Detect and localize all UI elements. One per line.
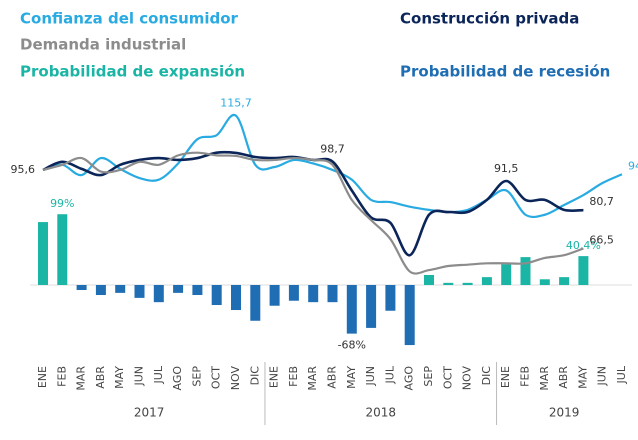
x-tick-label: ENE xyxy=(268,366,281,388)
x-tick-label: SEP xyxy=(422,366,435,387)
data-label: 94, xyxy=(628,159,638,172)
legend-entry: Confianza del consumidor xyxy=(20,10,239,28)
year-label: 2019 xyxy=(549,406,580,420)
legend-entry: Construcción privada xyxy=(400,10,579,28)
x-tick-label: ENE xyxy=(36,366,49,388)
bar xyxy=(288,285,299,301)
x-tick-label: MAR xyxy=(538,366,551,391)
x-tick-label: NOV xyxy=(229,366,242,391)
x-tick-label: ABR xyxy=(94,366,107,389)
bar xyxy=(424,274,434,285)
legend-entry: Probabilidad de expansión xyxy=(20,63,245,81)
legend-entry: Demanda industrial xyxy=(20,36,186,54)
bar xyxy=(95,285,106,296)
line xyxy=(42,113,623,219)
data-label: 115,7 xyxy=(220,97,252,110)
bar xyxy=(134,285,145,298)
x-tick-label: OCT xyxy=(210,366,223,389)
bar xyxy=(520,257,531,285)
bar xyxy=(211,285,222,306)
bar xyxy=(269,285,280,306)
x-tick-label: FEB xyxy=(519,366,532,387)
bar xyxy=(231,285,241,311)
x-tick-label: NOV xyxy=(461,366,474,391)
bar xyxy=(462,282,473,285)
x-tick-label: JUL xyxy=(152,365,165,384)
x-tick-label: OCT xyxy=(441,366,454,389)
bar xyxy=(539,279,550,285)
x-tick-label: JUN xyxy=(596,366,609,387)
bar xyxy=(76,285,87,291)
bar xyxy=(192,285,203,296)
data-label: 66,5 xyxy=(589,233,614,246)
x-tick-label: SEP xyxy=(190,366,203,387)
bar xyxy=(443,282,454,285)
bar xyxy=(308,285,319,303)
data-label: 95,6 xyxy=(11,163,36,176)
data-label: -68% xyxy=(338,339,366,352)
x-tick-label: DIC xyxy=(480,366,493,386)
data-label: 80,7 xyxy=(589,195,614,208)
line xyxy=(42,151,584,275)
x-tick-label: JUN xyxy=(133,366,146,387)
x-tick-label: MAY xyxy=(345,366,358,389)
x-tick-label: MAR xyxy=(306,366,319,391)
bar xyxy=(38,222,48,285)
x-tick-label: AGO xyxy=(403,366,416,391)
x-tick-label: JUL xyxy=(615,365,628,384)
x-tick-label: DIC xyxy=(248,366,261,386)
x-tick-label: JUL xyxy=(383,365,396,384)
x-tick-label: JUN xyxy=(364,366,377,387)
bar xyxy=(115,285,126,293)
x-tick-label: FEB xyxy=(287,366,300,387)
data-label: 99% xyxy=(50,197,74,210)
x-tick-label: AGO xyxy=(171,366,184,391)
bar xyxy=(346,285,357,334)
bar xyxy=(385,285,396,311)
bar xyxy=(404,285,415,346)
legend-entry: Probabilidad de recesión xyxy=(400,63,610,81)
bar xyxy=(481,277,492,285)
bar xyxy=(559,277,570,285)
data-label: 98,7 xyxy=(320,143,345,156)
bar xyxy=(327,285,338,303)
bar xyxy=(57,214,68,285)
x-tick-label: ABR xyxy=(326,366,339,389)
x-tick-label: MAY xyxy=(576,366,589,389)
bar xyxy=(501,264,512,285)
bar xyxy=(173,285,184,293)
bar xyxy=(250,285,261,321)
year-label: 2018 xyxy=(365,406,396,420)
bar xyxy=(366,285,377,328)
x-tick-label: MAY xyxy=(113,366,126,389)
x-tick-label: ABR xyxy=(557,366,570,389)
bar xyxy=(578,256,589,285)
x-tick-label: ENE xyxy=(499,366,512,388)
bar xyxy=(153,285,164,303)
data-label: 40,4% xyxy=(566,239,601,252)
data-label: 91,5 xyxy=(494,162,519,175)
year-label: 2017 xyxy=(134,406,165,420)
x-tick-label: FEB xyxy=(55,366,68,387)
x-tick-label: MAR xyxy=(75,366,88,391)
